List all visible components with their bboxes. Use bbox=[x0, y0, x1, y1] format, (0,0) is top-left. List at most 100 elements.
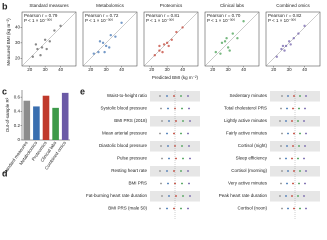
effect-dot bbox=[304, 107, 306, 110]
point bbox=[303, 24, 306, 28]
feature-label: Systolic blood pressure bbox=[100, 106, 147, 111]
point bbox=[92, 52, 96, 55]
x-axis-label: Predicted BMI (kg m⁻²) bbox=[152, 75, 199, 80]
effect-dot bbox=[168, 195, 170, 197]
effect-dot bbox=[188, 107, 190, 110]
effect-dot bbox=[166, 95, 168, 97]
effect-dot bbox=[181, 145, 183, 147]
point bbox=[120, 21, 123, 24]
feature-label: BMI PRS bbox=[128, 181, 147, 186]
stat-label: Pearson r = 0.79 bbox=[24, 13, 58, 18]
effect-dot bbox=[280, 182, 282, 185]
point bbox=[228, 49, 231, 52]
point bbox=[280, 47, 283, 51]
effect-dot bbox=[182, 157, 184, 160]
identity-line bbox=[21, 11, 77, 67]
stat-label: Pearson r = 0.70 bbox=[207, 13, 241, 18]
effect-dot bbox=[175, 120, 177, 122]
effect-dot bbox=[291, 195, 293, 197]
effect-dot bbox=[287, 170, 289, 172]
effect-dot bbox=[299, 132, 301, 135]
effect-dot bbox=[173, 170, 175, 172]
feature-label: Resting heart rate bbox=[111, 168, 147, 173]
effect-dot bbox=[293, 207, 295, 210]
effect-dot bbox=[279, 157, 281, 160]
effect-dot bbox=[161, 157, 163, 160]
effect-dot bbox=[167, 145, 169, 147]
effect-dot bbox=[285, 195, 287, 197]
effect-dot bbox=[159, 207, 161, 210]
x-tick-label: 20 bbox=[210, 67, 216, 72]
bar bbox=[52, 107, 59, 140]
effect-dot bbox=[298, 182, 300, 185]
point bbox=[167, 44, 170, 48]
effect-dot bbox=[189, 157, 191, 160]
effect-dot bbox=[285, 120, 287, 122]
effect-dot bbox=[286, 145, 288, 147]
point bbox=[214, 50, 217, 54]
bar bbox=[33, 106, 40, 140]
point bbox=[289, 43, 292, 46]
point bbox=[281, 44, 285, 48]
effect-dot bbox=[285, 157, 287, 160]
point bbox=[109, 33, 112, 37]
point bbox=[175, 30, 178, 34]
effect-dot bbox=[166, 170, 168, 172]
effect-dot bbox=[173, 95, 175, 97]
stat-label: P < 1 × 10⁻³⁰⁰ bbox=[24, 18, 52, 23]
effect-dot bbox=[299, 170, 301, 172]
x-tick-label: 40 bbox=[180, 67, 186, 72]
feature-label: Waist-to-height ratio bbox=[107, 93, 148, 98]
x-tick-label: 30 bbox=[226, 67, 232, 72]
effect-dot bbox=[281, 95, 283, 97]
effect-dot bbox=[287, 207, 289, 210]
point bbox=[158, 49, 161, 52]
feature-label: Peak heart rate duration bbox=[219, 193, 268, 198]
point bbox=[108, 46, 111, 49]
effect-dot bbox=[180, 170, 182, 172]
stat-label: Pearson r = 0.81 bbox=[146, 13, 180, 18]
point bbox=[292, 37, 295, 40]
effect-dot bbox=[167, 107, 169, 110]
point bbox=[59, 24, 62, 28]
stat-label: P < 1 × 10⁻³⁰⁰ bbox=[146, 18, 174, 23]
plot-frame bbox=[21, 11, 77, 67]
effect-dot bbox=[297, 195, 299, 197]
point bbox=[114, 35, 117, 38]
plot-title: Combined omics bbox=[276, 3, 310, 8]
plot-frame bbox=[82, 11, 138, 67]
bar bbox=[42, 95, 50, 140]
effect-dot bbox=[168, 120, 170, 122]
point bbox=[101, 41, 105, 45]
effect-dot bbox=[174, 182, 176, 185]
x-tick-label: 20 bbox=[271, 67, 277, 72]
row-band bbox=[150, 116, 200, 127]
effect-dot bbox=[292, 107, 294, 110]
x-tick-label: 30 bbox=[287, 67, 293, 72]
feature-label: Cortisol (night) bbox=[238, 143, 268, 148]
effect-dot bbox=[189, 195, 191, 197]
effect-dot bbox=[161, 195, 163, 197]
feature-label: Cortisol (noon) bbox=[237, 206, 267, 211]
effect-dot bbox=[187, 170, 189, 172]
x-tick-label: 40 bbox=[119, 67, 125, 72]
effect-dot bbox=[280, 145, 282, 147]
point bbox=[297, 32, 300, 35]
effect-dot bbox=[160, 107, 162, 110]
effect-dot bbox=[279, 195, 281, 197]
effect-dot bbox=[292, 145, 294, 147]
effect-dot bbox=[279, 120, 281, 122]
point bbox=[48, 40, 51, 43]
effect-dot bbox=[304, 145, 306, 147]
y-axis-label: Out-of-sample R² bbox=[5, 97, 10, 132]
point bbox=[97, 50, 100, 54]
effect-dot bbox=[180, 132, 182, 135]
point bbox=[36, 47, 39, 51]
effect-dot bbox=[305, 95, 307, 97]
y-tick-label: 0.2 bbox=[14, 123, 21, 128]
point bbox=[162, 43, 166, 46]
effect-dot bbox=[175, 157, 177, 160]
effect-dot bbox=[292, 182, 294, 185]
point bbox=[284, 44, 288, 48]
feature-label: Mean arterial pressure bbox=[102, 131, 148, 136]
